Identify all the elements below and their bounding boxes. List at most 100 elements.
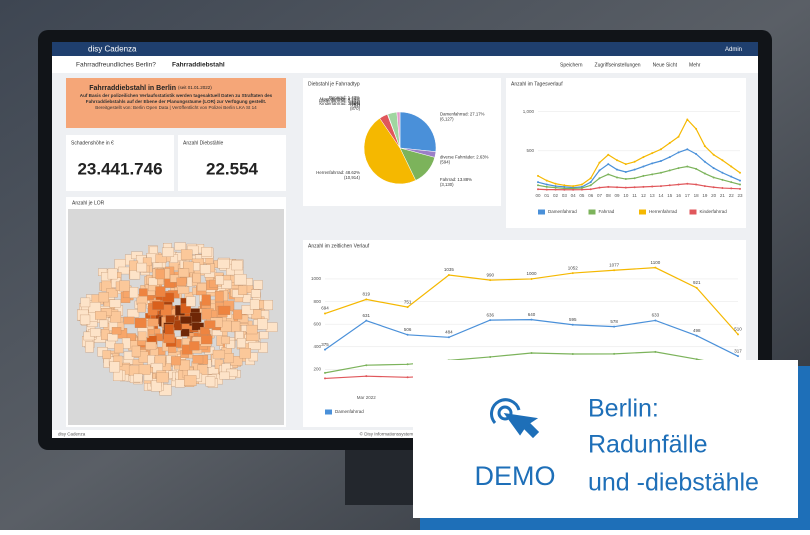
line-point <box>613 325 616 328</box>
value-label: 595 <box>569 317 577 322</box>
x-tick-label: 02 <box>553 193 559 198</box>
toolbar-action[interactable]: Zugriffseinstellungen <box>595 62 641 68</box>
legend-label[interactable]: Fahrrad <box>599 209 615 214</box>
line-point <box>668 142 671 144</box>
line-point <box>324 371 326 374</box>
line-point <box>324 377 326 380</box>
map-cell <box>233 309 243 320</box>
map-cell <box>129 270 141 280</box>
map-cell <box>212 349 226 359</box>
line-point <box>659 171 662 174</box>
map-cell <box>242 294 252 303</box>
x-tick-label: 17 <box>685 193 691 198</box>
map-cell <box>134 317 147 328</box>
y-tick-label: 1,000 <box>523 109 535 114</box>
map-cell <box>165 315 175 324</box>
line-point <box>554 185 557 188</box>
toolbar-action[interactable]: Neue Sicht <box>653 62 678 68</box>
legend-label[interactable]: Damenfahrrad <box>548 209 577 214</box>
map-cell <box>205 376 216 387</box>
workbook[interactable]: Fahrradfreundliches Berlin? <box>76 62 156 69</box>
map-cell <box>218 305 231 315</box>
legend-label[interactable]: Kinderfahrrad <box>700 209 728 214</box>
x-tick-label: 00 <box>535 193 541 198</box>
app-name: disy Cadenza <box>88 45 137 54</box>
map-cell <box>197 364 208 375</box>
map-cell <box>142 257 152 267</box>
map-title: Anzahl je LOR <box>72 200 105 206</box>
line-point <box>589 188 592 191</box>
line-point <box>616 159 619 162</box>
x-tick-label: 23 <box>737 193 743 198</box>
map-cell <box>109 361 120 373</box>
legend-swatch <box>588 209 596 215</box>
map-cell <box>189 341 200 351</box>
map-cell <box>119 280 130 292</box>
value-label: 633 <box>652 313 660 318</box>
map-cell <box>145 341 157 350</box>
kpi-panel <box>66 135 174 191</box>
line-point <box>651 162 654 165</box>
line-point <box>598 161 601 164</box>
x-tick-label: Mar 2022 <box>357 395 377 400</box>
line-point <box>686 148 689 151</box>
map-cell <box>90 328 101 337</box>
line-point <box>365 298 368 301</box>
line-point <box>686 118 689 121</box>
user[interactable]: Admin <box>725 47 742 53</box>
pie-label: Fahrrad: 13.88% <box>440 177 472 182</box>
value-label: 694 <box>321 306 329 311</box>
toolbar-action[interactable]: Mehr <box>689 62 701 68</box>
hourly-panel <box>506 78 746 228</box>
map-cell <box>95 311 107 320</box>
map-cell <box>88 302 101 313</box>
map-cell <box>176 277 187 287</box>
line-point <box>530 277 533 280</box>
overlay-card[interactable] <box>413 360 798 518</box>
map-cell <box>201 247 213 257</box>
view[interactable]: Fahrraddiebstahl <box>172 62 225 69</box>
value-label: 375 <box>321 342 329 347</box>
x-tick-label: 08 <box>606 193 612 198</box>
value-label: 1100 <box>651 260 661 265</box>
overlay-line: und -diebstähle <box>588 469 759 497</box>
pie-count: (3,130) <box>440 182 454 187</box>
pie-label: Rennrad: 1.43% <box>329 95 360 100</box>
value-label: 498 <box>693 328 701 333</box>
line-series <box>537 118 741 187</box>
value-label: 1077 <box>609 262 620 267</box>
line-point <box>580 188 583 191</box>
pie-count: (10,914) <box>344 175 361 180</box>
line-series <box>537 183 741 191</box>
legend-label[interactable]: Herrenfahrrad <box>649 209 678 214</box>
line-point <box>563 188 566 191</box>
pie-count: (943) <box>350 101 361 106</box>
map-cell <box>99 319 109 328</box>
line-point <box>695 358 698 361</box>
line-point <box>659 148 662 151</box>
line-point <box>365 319 368 322</box>
map-cell <box>136 262 147 273</box>
map-cell <box>179 359 190 371</box>
map-cell <box>163 333 175 344</box>
top-bar <box>52 42 758 56</box>
value-label: 1052 <box>568 265 579 270</box>
line-point <box>554 182 557 185</box>
value-label: 636 <box>486 312 494 317</box>
x-tick-label: 15 <box>667 193 673 198</box>
map-cell <box>246 324 258 335</box>
value-label: 1035 <box>444 267 455 272</box>
line-point <box>642 165 645 168</box>
line-point <box>624 178 627 181</box>
line-point <box>598 177 601 180</box>
y-tick-label: 400 <box>313 344 321 349</box>
map-cell <box>107 333 119 342</box>
line-point <box>563 184 566 187</box>
toolbar-action[interactable]: Speichern <box>560 62 583 68</box>
legend-swatch <box>538 209 545 215</box>
line-point <box>530 318 533 321</box>
line-point <box>489 319 492 322</box>
info-text-box: Auf Basis der polizeilichen Verlaufsstat… <box>80 93 272 110</box>
line-point <box>677 183 680 186</box>
legend-label[interactable]: Damenfahrrad <box>335 409 364 414</box>
